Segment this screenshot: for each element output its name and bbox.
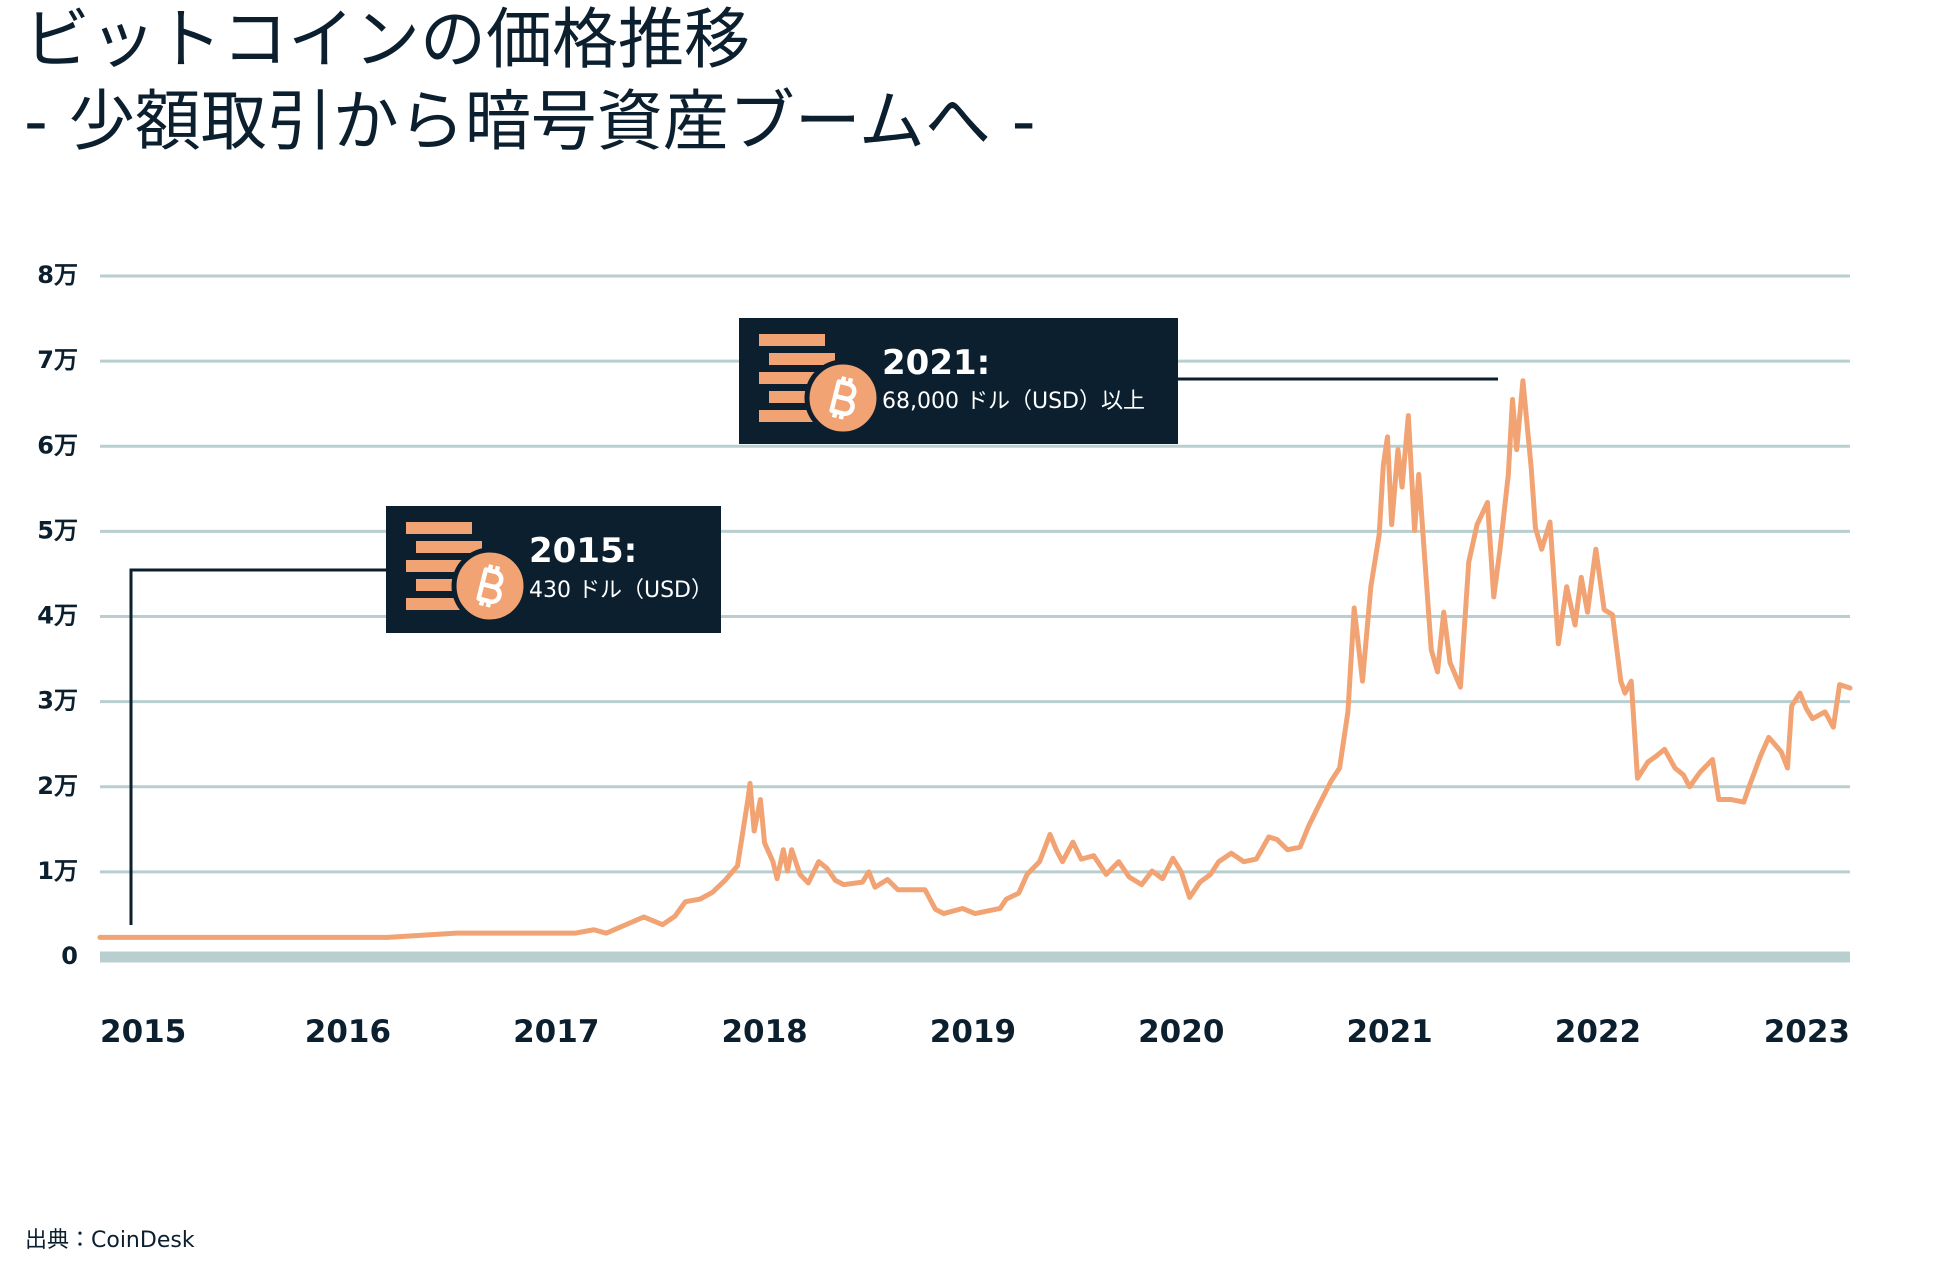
chart-subtitle: - 少額取引から暗号資産ブームへ -: [24, 83, 1036, 160]
source: 出典：CoinDesk: [25, 1228, 195, 1253]
y-tick-label: 2万: [37, 772, 78, 800]
price-line: [97, 378, 1853, 940]
y-tick-label: 7万: [37, 346, 78, 374]
callout-text: 430 ドル（USD）: [529, 578, 713, 603]
grid: 0 1万 2万 3万 4万 5万 6万 7万 8万 2015 2016 2017 2018 2019 202…: [37, 261, 1850, 1050]
x-tick-label: 2015: [100, 1014, 186, 1050]
callout-text: 68,000 ドル（USD）以上: [882, 389, 1145, 414]
callout: 2015: 430 ドル（USD）: [386, 506, 721, 633]
x-tick-label: 2021: [1346, 1014, 1432, 1050]
leader-line: [129, 568, 386, 925]
chart-title: ビットコインの価格推移: [24, 1, 750, 78]
y-tick-label: 1万: [37, 857, 78, 885]
callout-title: 2021:: [882, 343, 990, 383]
y-tick-label: 8万: [37, 261, 78, 289]
y-tick-label: 5万: [37, 516, 78, 544]
callout: 2021: 68,000 ドル（USD）以上: [739, 318, 1178, 444]
y-tick-label: 3万: [37, 687, 78, 715]
y-tick-label: 6万: [37, 431, 78, 459]
plot: [97, 378, 1853, 940]
y-tick-label: 0: [61, 942, 78, 970]
x-tick-label: 2020: [1138, 1014, 1224, 1050]
x-tick-label: 2023: [1764, 1014, 1850, 1050]
x-tick-label: 2016: [305, 1014, 391, 1050]
callout-title: 2015:: [529, 531, 637, 571]
x-tick-label: 2019: [930, 1014, 1016, 1050]
y-tick-label: 4万: [37, 602, 78, 630]
x-tick-label: 2022: [1555, 1014, 1641, 1050]
x-tick-label: 2018: [721, 1014, 807, 1050]
x-tick-label: 2017: [513, 1014, 599, 1050]
